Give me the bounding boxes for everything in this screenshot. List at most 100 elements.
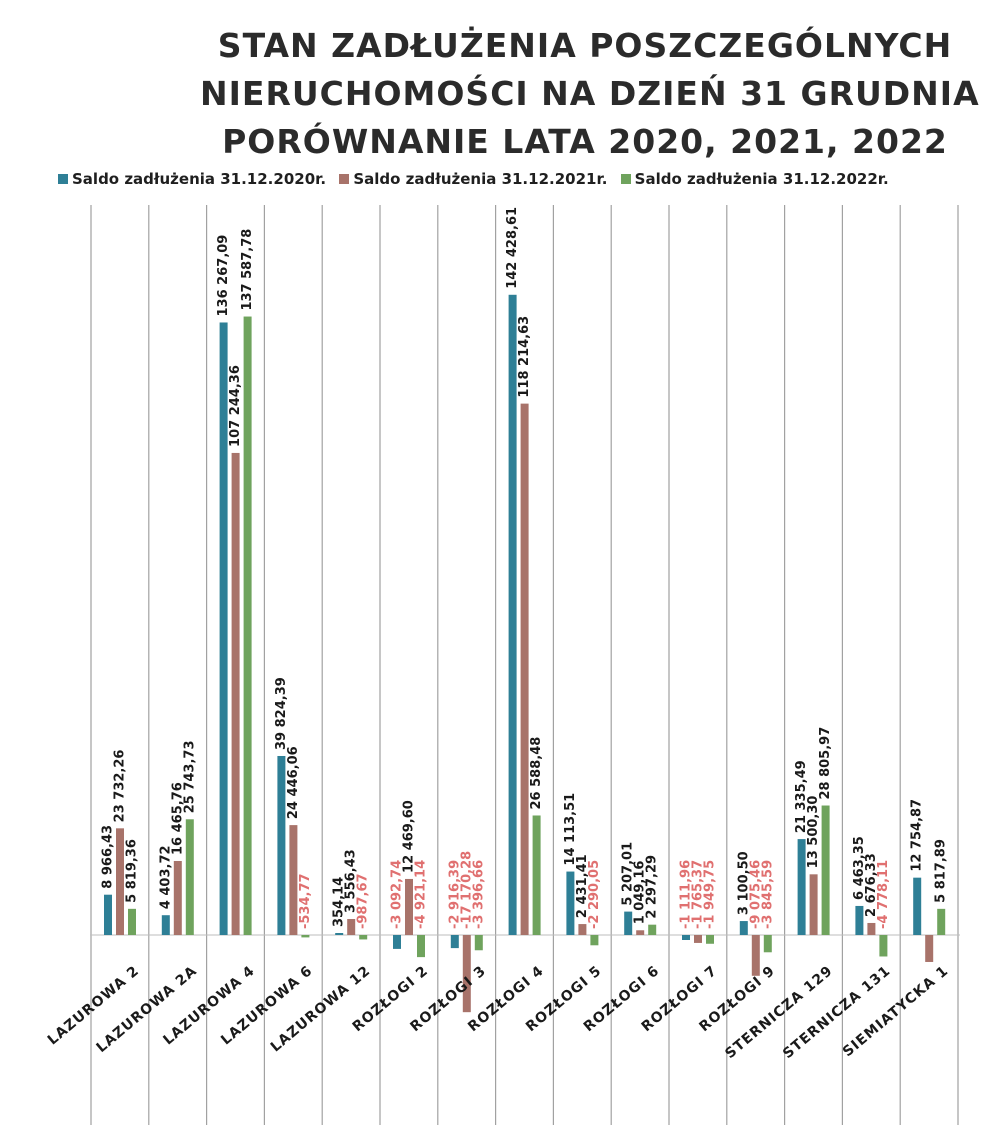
- data-label: -987,67: [356, 873, 371, 929]
- bar-2021: [578, 924, 587, 935]
- bar-2020: [797, 839, 806, 935]
- data-label: 107 244,36: [228, 365, 243, 447]
- legend-swatch-2020: [58, 174, 68, 184]
- bar-2022: [185, 819, 194, 935]
- bar-2021: [694, 935, 702, 943]
- data-label: -1 765,37: [691, 860, 706, 929]
- category-label: SIEMIATYCKA 1: [840, 963, 952, 1060]
- bar-2020: [855, 905, 864, 935]
- data-label: 23 732,26: [113, 750, 128, 823]
- bar-2022: [301, 935, 310, 938]
- chart-title-line-2: NIERUCHOMOŚCI NA DZIEŃ 31 GRUDNIA: [200, 74, 980, 113]
- data-label: -1 111,96: [679, 860, 694, 929]
- data-label: 136 267,09: [216, 235, 231, 317]
- bar-2020: [624, 911, 633, 935]
- data-label: 24 446,06: [286, 746, 301, 819]
- bar-2021: [347, 919, 356, 935]
- bar-2022: [532, 815, 541, 935]
- data-label: 1 049,16: [633, 861, 648, 925]
- bar-2022: [590, 935, 599, 946]
- data-label: 3 100,50: [736, 851, 751, 915]
- data-label: -9 075,46: [748, 860, 763, 929]
- data-label: 14 113,51: [563, 793, 578, 866]
- bar-2021: [116, 828, 124, 935]
- legend-item-2021: Saldo zadłużenia 31.12.2021r.: [339, 170, 607, 188]
- data-label: -17 170,28: [459, 851, 474, 929]
- legend-label-2021: Saldo zadłużenia 31.12.2021r.: [353, 170, 608, 188]
- data-label: -3 092,74: [390, 860, 405, 929]
- data-label: 6 463,35: [852, 836, 867, 900]
- bar-2021: [867, 922, 876, 935]
- data-label: 2 431,41: [575, 854, 590, 918]
- chart-title-line-3: PORÓWNANIE LATA 2020, 2021, 2022: [222, 122, 948, 161]
- bar-2021: [751, 935, 760, 976]
- data-label: 13 500,30: [806, 796, 821, 869]
- data-label: -2 916,39: [447, 860, 462, 929]
- bar-2021: [520, 403, 529, 935]
- bar-2021: [925, 935, 934, 962]
- bar-2022: [648, 924, 657, 935]
- bar-2021: [462, 935, 471, 1013]
- bar-2022: [763, 935, 772, 953]
- data-label: 21 335,49: [794, 760, 809, 833]
- legend-item-2022: Saldo zadłużenia 31.12.2022r.: [620, 170, 889, 188]
- category-label: LAZUROWA 12: [268, 963, 374, 1056]
- bar-2020: [682, 935, 690, 940]
- bar-2020: [739, 921, 748, 935]
- bar-2021: [289, 825, 298, 935]
- bar-2022: [359, 935, 368, 940]
- category-label: LAZUROWA 2A: [94, 963, 201, 1056]
- data-label: -2 290,05: [587, 860, 602, 929]
- bar-2020: [566, 871, 575, 935]
- data-label: -4 921,14: [414, 860, 429, 929]
- bar-2021: [636, 930, 645, 935]
- bar-2020: [335, 933, 344, 935]
- data-label: 354,14: [332, 877, 347, 927]
- data-label: 5 819,36: [125, 839, 140, 903]
- data-label: 5 207,01: [621, 842, 636, 906]
- bar-2020: [450, 935, 459, 949]
- data-label: 8 966,43: [101, 825, 116, 889]
- data-label: 4 403,72: [158, 845, 173, 909]
- data-label: 118 214,63: [517, 316, 532, 398]
- bar-2022: [821, 805, 830, 935]
- data-label: 25 743,73: [182, 740, 197, 813]
- data-label: 5 817,89: [934, 839, 949, 903]
- data-label: 142 428,61: [505, 207, 520, 289]
- data-label: -1 949,75: [703, 860, 718, 929]
- bar-2021: [231, 452, 240, 935]
- bar-2022: [417, 935, 425, 958]
- bar-2020: [393, 935, 401, 949]
- category-label: STERNICZA 131: [780, 963, 894, 1062]
- bar-2021: [809, 874, 818, 935]
- bar-2020: [219, 322, 228, 935]
- data-label: 12 469,60: [402, 800, 417, 873]
- data-label: -4 778,11: [876, 860, 891, 929]
- legend-swatch-2021: [339, 174, 350, 184]
- bar-2020: [913, 877, 922, 935]
- legend-item-2020: Saldo zadłużenia 31.12.2020r.: [58, 170, 326, 188]
- bar-2021: [405, 878, 413, 935]
- bar-2020: [508, 294, 517, 935]
- bar-2021: [173, 860, 182, 935]
- data-label: -534,77: [298, 873, 313, 929]
- legend-label-2022: Saldo zadłużenia 31.12.2022r.: [634, 170, 889, 188]
- data-label: 28 805,97: [818, 727, 833, 800]
- data-label: -3 396,66: [471, 860, 486, 929]
- bar-2020: [104, 894, 112, 935]
- category-label: STERNICZA 129: [722, 963, 836, 1062]
- chart-title: STAN ZADŁUŻENIA POSZCZEGÓLNYCH NIERUCHOM…: [200, 22, 980, 166]
- legend-label-2020: Saldo zadłużenia 31.12.2020r.: [72, 170, 327, 188]
- data-label: 2 676,33: [864, 853, 879, 917]
- bar-2022: [474, 935, 483, 951]
- bar-2022: [937, 908, 946, 935]
- bar-2022: [128, 908, 136, 935]
- data-label: 2 297,29: [645, 855, 660, 919]
- data-label: -3 845,59: [760, 860, 775, 929]
- chart-legend: Saldo zadłużenia 31.12.2020r. Saldo zadł…: [58, 170, 897, 188]
- legend-swatch-2022: [620, 174, 631, 184]
- bar-2020: [161, 915, 170, 935]
- chart-title-line-1: STAN ZADŁUŻENIA POSZCZEGÓLNYCH: [217, 26, 953, 65]
- bar-2020: [277, 755, 286, 935]
